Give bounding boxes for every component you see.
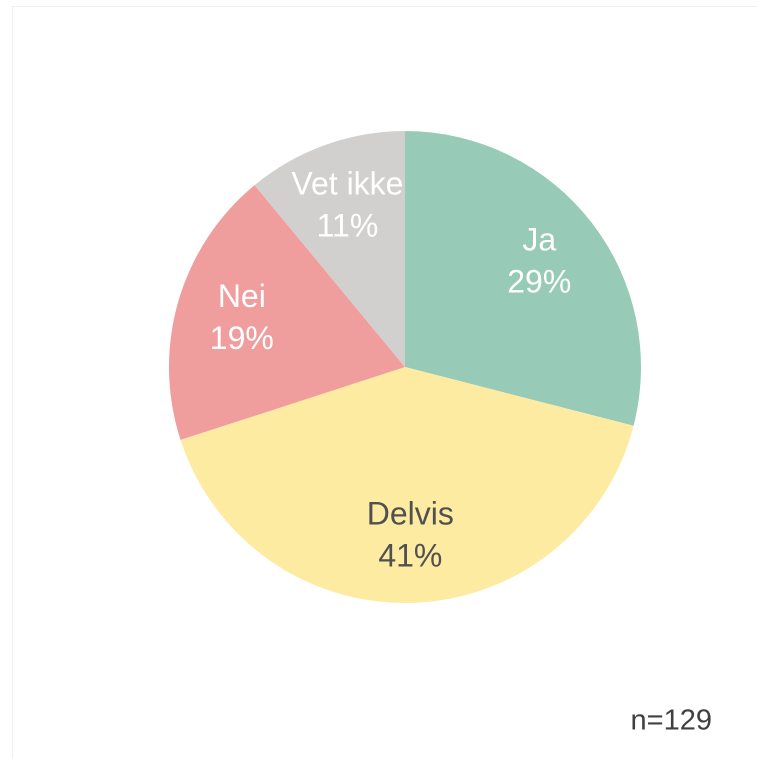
slice-value-label: 41% xyxy=(378,537,442,573)
slice-category: Vet ikke xyxy=(291,166,403,202)
slice-value-label: 19% xyxy=(210,320,274,356)
annotation: n=129 xyxy=(631,705,712,737)
pie-slice xyxy=(168,185,405,440)
pie-slice xyxy=(254,131,405,367)
slice-value-label: 29% xyxy=(507,263,571,299)
pie-slice xyxy=(180,367,634,603)
pie-slice xyxy=(405,131,641,426)
slice-category: Delvis xyxy=(367,495,454,531)
slice-value-label: 11% xyxy=(317,208,379,244)
slice-category: Nei xyxy=(218,278,266,314)
frame xyxy=(12,6,757,758)
slice-category: Ja xyxy=(522,221,556,257)
